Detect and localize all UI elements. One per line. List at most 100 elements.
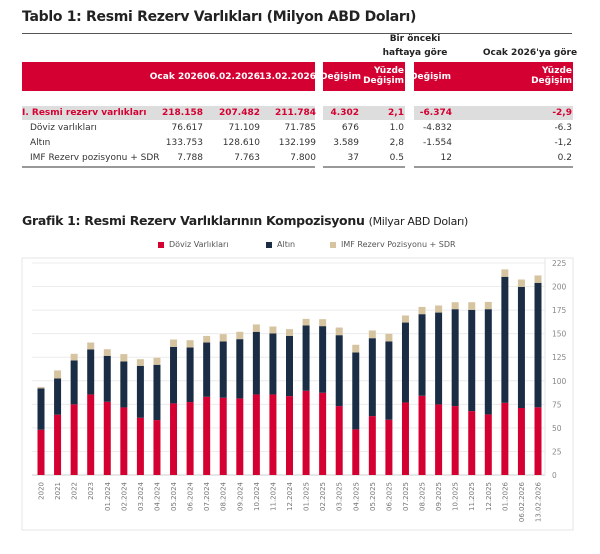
table-cell: 71.785: [284, 123, 317, 133]
table-header-band: [22, 62, 315, 91]
bar-doviz: [368, 416, 376, 475]
bar-imf-sdr: [153, 357, 161, 365]
bar-imf-sdr: [269, 326, 277, 334]
bar-altin: [484, 309, 492, 415]
bar-imf-sdr: [236, 331, 244, 340]
bar-imf-sdr: [87, 342, 95, 350]
bar-altin: [186, 347, 194, 403]
bar-imf-sdr: [368, 330, 376, 339]
bar-altin: [435, 312, 443, 405]
table-cell: 7.788: [177, 153, 203, 163]
y-tick-label: 75: [552, 400, 562, 409]
x-tick-label: 2020: [38, 482, 46, 500]
bar-altin: [219, 341, 227, 398]
bar-imf-sdr: [203, 335, 211, 343]
table-cell: 76.617: [171, 123, 204, 133]
legend-label: IMF Rezerv Pozisyonu + SDR: [341, 240, 456, 249]
bar-doviz: [385, 419, 393, 475]
bar-altin: [302, 325, 310, 391]
bar-imf-sdr: [54, 370, 62, 379]
y-tick-label: 25: [552, 447, 562, 456]
bar-doviz: [319, 392, 327, 475]
column-header: Yüzde Değişim: [531, 66, 572, 86]
bar-altin: [501, 276, 509, 403]
x-tick-label: 09.2025: [435, 482, 443, 511]
legend-swatch: [330, 241, 336, 248]
row-label: I. Resmi rezerv varlıkları: [22, 108, 147, 118]
table-title: Tablo 1: Resmi Rezerv Varlıkları (Milyon…: [22, 9, 417, 25]
x-tick-label: 08.2025: [419, 482, 427, 511]
bar-altin: [401, 322, 409, 403]
divider: [22, 166, 315, 168]
row-label: Döviz varlıkları: [30, 123, 97, 133]
table-cell: 2,8: [389, 138, 404, 148]
bar-altin: [418, 314, 426, 396]
bar-altin: [37, 388, 45, 430]
bar-doviz: [103, 401, 111, 475]
row-label: IMF Rezerv pozisyonu + SDR: [30, 153, 160, 163]
x-tick-label: 06.2024: [187, 481, 195, 510]
y-tick-label: 50: [552, 424, 562, 433]
bar-imf-sdr: [468, 302, 476, 310]
table-cell: 0.2: [557, 153, 572, 163]
table-cell: -1.554: [422, 138, 452, 148]
x-tick-label: 08.2024: [220, 481, 228, 510]
column-header: Yüzde Değişim: [363, 66, 404, 86]
x-tick-label: 01.2025: [303, 482, 311, 511]
x-tick-label: 10.2024: [253, 481, 261, 510]
x-tick-label: 03.2024: [137, 481, 145, 510]
bar-altin: [286, 335, 293, 397]
x-tick-label: 02.2025: [319, 482, 327, 511]
bar-imf-sdr: [435, 305, 443, 313]
bar-doviz: [468, 411, 476, 475]
x-tick-label: 07.2024: [203, 481, 211, 510]
bar-doviz: [219, 397, 227, 475]
table-cell: 207.482: [219, 108, 260, 118]
x-tick-label: 04.2024: [153, 481, 161, 510]
table-cell: 132.199: [278, 138, 316, 148]
table-cell: -1,2: [554, 138, 572, 148]
bar-altin: [236, 339, 244, 399]
bar-imf-sdr: [534, 275, 542, 283]
bar-imf-sdr: [517, 279, 525, 287]
bar-doviz: [170, 403, 178, 475]
bar-altin: [534, 282, 542, 408]
x-tick-label: 01.2026: [501, 481, 509, 510]
x-tick-label: 04.2025: [352, 482, 360, 511]
bar-imf-sdr: [319, 319, 327, 327]
y-tick-label: 100: [552, 377, 567, 386]
x-tick-label: 13.02.2026: [535, 481, 543, 522]
x-tick-label: 03.2025: [336, 482, 344, 511]
bar-altin: [517, 286, 525, 409]
bar-imf-sdr: [302, 318, 310, 326]
x-tick-label: 05.2025: [369, 482, 377, 511]
bar-altin: [335, 335, 343, 407]
y-tick-label: 125: [552, 353, 567, 362]
bar-doviz: [352, 429, 360, 475]
bar-altin: [103, 355, 111, 402]
group-header-january: Ocak 2026'ya göre: [482, 48, 578, 58]
chart-frame: [21, 257, 574, 531]
legend-label: Döviz Varlıkları: [169, 240, 229, 249]
x-tick-label: 2021: [54, 482, 62, 500]
bar-doviz: [136, 417, 144, 475]
table-cell: 218.158: [162, 108, 203, 118]
bar-doviz: [153, 420, 161, 475]
bar-altin: [319, 326, 327, 393]
table-cell: -6.3: [554, 123, 572, 133]
bar-doviz: [501, 402, 509, 475]
bar-imf-sdr: [252, 324, 260, 332]
table-cell: 7.800: [290, 153, 316, 163]
bar-imf-sdr: [352, 344, 360, 353]
bar-imf-sdr: [186, 340, 194, 348]
x-tick-label: 10.2025: [452, 482, 460, 511]
column-header: Değişim: [410, 72, 451, 82]
bar-doviz: [70, 404, 78, 475]
bar-imf-sdr: [385, 333, 393, 342]
table-cell: 7.763: [234, 153, 260, 163]
bar-altin: [70, 360, 78, 405]
column-header: Değişim: [320, 72, 361, 82]
highlight-row-bg: [414, 106, 573, 120]
row-label: Altın: [30, 138, 51, 148]
x-tick-label: 09.2024: [236, 481, 244, 510]
